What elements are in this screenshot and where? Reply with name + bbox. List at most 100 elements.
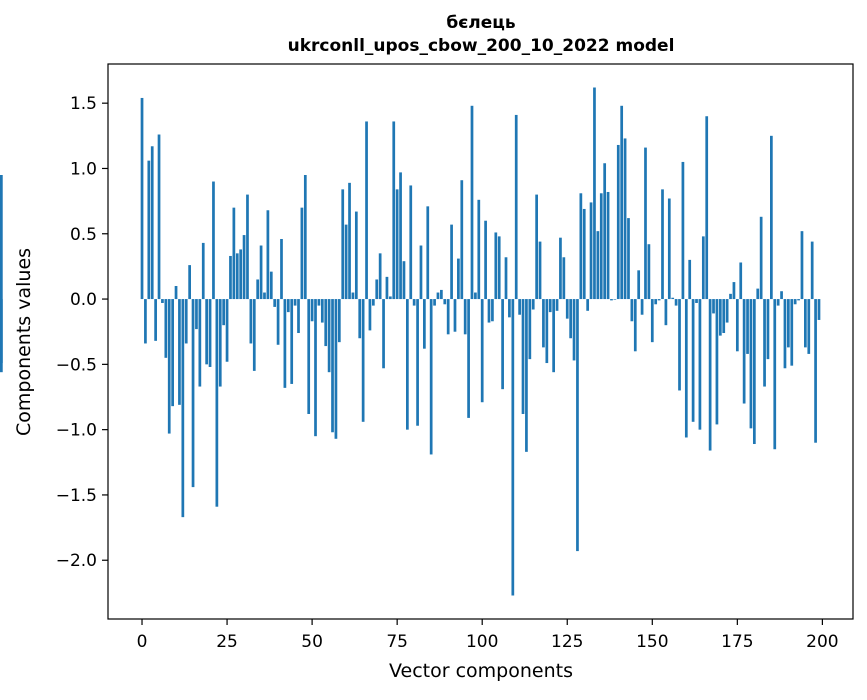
bar-component-136 [603,163,607,300]
bar-component-70 [378,253,382,300]
chart-subtitle: ukrconll_upos_cbow_200_10_2022 model [288,36,675,56]
bar-component-102 [487,299,491,323]
bar-component-152 [657,299,661,301]
bar-component-179 [749,299,753,429]
bar-component-157 [674,299,678,306]
bar-component-176 [739,262,743,300]
bar-component-193 [797,299,800,301]
bar-component-51 [314,299,317,437]
bar-component-74 [392,121,396,300]
bar-component-16 [195,299,198,330]
bar-component-122 [555,299,559,311]
bar-component-146 [637,270,641,300]
bar-component-32 [249,299,253,344]
y-tick-label: 0.5 [70,225,97,245]
y-tick-label: 1.0 [70,159,97,179]
bar-component-2 [147,160,151,300]
bar-component-194 [800,231,804,300]
bar-component-137 [606,191,610,300]
bar-component-52 [317,299,321,306]
bar-component-88 [440,289,443,300]
bar-component-86 [433,299,436,306]
bar-component-198 [814,299,817,443]
bar-component-190 [787,299,790,348]
bar-component-171 [722,299,726,334]
bar-component-59 [341,189,345,300]
bar-component-19 [205,299,209,365]
bar-component-95 [463,299,467,335]
bar-component-38 [269,271,273,300]
bar-component-154 [664,299,668,326]
bar-component-148 [644,147,647,300]
bar-component-164 [698,299,702,430]
bar-component-43 [286,299,290,313]
bar-component-116 [535,194,538,300]
bar-component-83 [423,299,426,349]
bar-component-151 [654,299,658,305]
bar-component-94 [460,180,464,300]
bar-component-23 [218,299,222,387]
bar-component-131 [586,299,590,311]
bar-component-167 [708,299,712,451]
bar-component-175 [735,299,739,352]
x-tick-label: 75 [386,632,408,652]
bar-component-112 [521,299,525,414]
bar-component-26 [229,255,232,300]
bar-component-160 [684,299,688,438]
bar-component-178 [746,299,749,354]
bar-component-100 [480,299,484,403]
bar-component-144 [630,299,634,322]
y-tick-label: 0.0 [70,290,97,310]
bar-component-133 [593,87,596,300]
bar-component-170 [718,299,722,336]
bar-component-180 [752,299,756,445]
bar-component-115 [531,299,535,310]
x-tick-label: 100 [466,632,498,652]
bar-component-163 [695,299,698,303]
bar-component-155 [667,198,671,300]
bar-component-78 [406,299,409,430]
bar-component-128 [576,299,579,552]
bar-component-90 [446,299,450,335]
bar-component-62 [351,292,355,300]
bar-component-54 [324,299,328,347]
bar-component-191 [790,299,794,366]
bar-component-81 [416,299,419,426]
bar-component-7 [164,299,168,358]
bar-component-183 [763,299,766,387]
x-tick-label: 175 [721,632,753,652]
bar-component-9 [171,299,174,407]
bar-component-104 [494,232,498,300]
bar-component-20 [208,299,212,367]
bar-component-47 [300,207,304,300]
bar-component-12 [181,299,185,518]
bar-component-84 [426,206,430,300]
bar-component-30 [242,235,246,300]
bar-component-46 [297,299,300,334]
bar-component-113 [525,299,528,452]
bar-component-188 [780,291,783,300]
bar-component-6 [161,299,164,303]
bar-component-42 [283,299,287,388]
bar-component-77 [402,261,406,300]
bar-component-96 [467,299,470,418]
bar-component-125 [565,299,569,319]
bar-component-186 [773,299,777,450]
bar-component-118 [542,299,545,348]
bar-component-87 [436,292,440,300]
bar-component-0 [140,97,144,300]
bar-component-138 [610,299,613,301]
bar-component-63 [354,211,358,300]
bar-component-120 [548,299,552,313]
bar-component-68 [371,299,375,306]
bar-component-57 [334,299,338,439]
bar-component-174 [732,282,736,300]
bar-component-119 [545,299,549,364]
bar-component-65 [361,299,365,422]
bar-component-168 [712,299,715,314]
bar-component-14 [188,265,191,300]
bar-component-114 [528,299,532,360]
bar-component-89 [443,299,447,305]
bar-component-109 [511,299,515,596]
bar-component-71 [382,299,385,369]
